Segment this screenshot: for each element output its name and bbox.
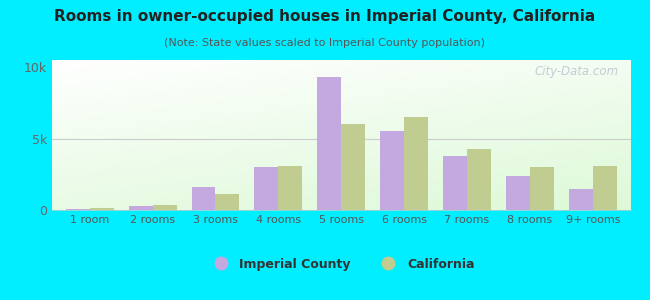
Bar bbox=[66, 208, 90, 210]
Bar bbox=[255, 167, 278, 210]
Text: Rooms in owner-occupied houses in Imperial County, California: Rooms in owner-occupied houses in Imperi… bbox=[55, 9, 595, 24]
Bar bbox=[443, 156, 467, 210]
Bar bbox=[153, 205, 177, 210]
Bar bbox=[317, 77, 341, 210]
Text: (Note: State values scaled to Imperial County population): (Note: State values scaled to Imperial C… bbox=[164, 38, 486, 47]
Bar bbox=[380, 131, 404, 210]
Bar bbox=[341, 124, 365, 210]
Bar bbox=[278, 166, 302, 210]
Bar bbox=[90, 208, 114, 210]
Bar bbox=[129, 206, 153, 210]
Bar bbox=[216, 194, 239, 210]
Bar bbox=[593, 166, 617, 210]
Legend: Imperial County, California: Imperial County, California bbox=[203, 253, 480, 276]
Bar bbox=[467, 148, 491, 210]
Bar bbox=[192, 187, 216, 210]
Bar bbox=[404, 117, 428, 210]
Bar bbox=[569, 189, 593, 210]
Bar bbox=[506, 176, 530, 210]
Bar bbox=[530, 167, 554, 210]
Text: City-Data.com: City-Data.com bbox=[535, 64, 619, 77]
